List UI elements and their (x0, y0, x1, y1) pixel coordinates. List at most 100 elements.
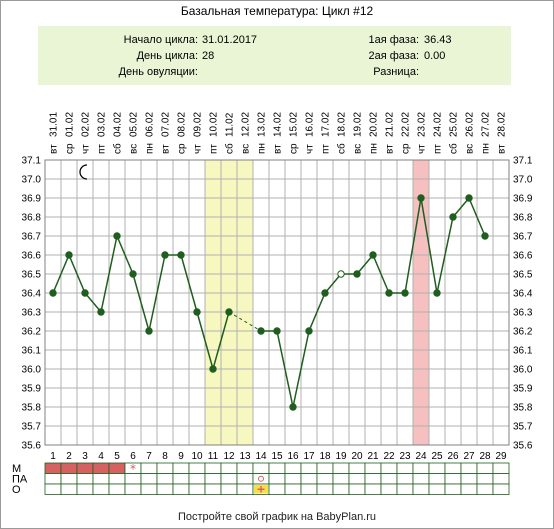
calendar-cell (92, 483, 110, 495)
phase2-value: 0.00 (424, 50, 446, 62)
day-number-label: 15 (271, 451, 283, 462)
weekday-label: вт (497, 144, 508, 154)
cycle-day-label: День цикла: (136, 50, 198, 62)
calendar-cell (268, 473, 286, 485)
calendar-cell (460, 473, 478, 485)
day-number-label: 17 (303, 451, 315, 462)
calendar-cell (476, 483, 494, 495)
day-number-label: 13 (239, 451, 251, 462)
y-tick-label-right: 36.6 (513, 251, 533, 262)
calendar-cell (108, 483, 126, 495)
calendar-cell (396, 483, 414, 495)
date-label: 04.02 (113, 112, 124, 137)
calendar-cell (412, 483, 430, 495)
date-label: 07.02 (161, 112, 172, 137)
weekday-label: сб (224, 143, 236, 154)
ovulation-day-label: День овуляции: (118, 66, 198, 78)
date-label: 19.02 (353, 112, 364, 137)
cycle-start-value: 31.01.2017 (202, 34, 258, 46)
weekday-label: ср (289, 143, 300, 154)
calendar-cell (252, 462, 270, 474)
phase1-value: 36.43 (424, 34, 452, 46)
date-label: 21.02 (385, 112, 396, 137)
day-number-label: 1 (50, 451, 56, 462)
weekday-label: пн (481, 143, 492, 154)
y-tick-label-left: 37.0 (22, 175, 42, 186)
plot-border (44, 159, 510, 446)
day-number-label: 25 (431, 451, 443, 462)
calendar-cell (204, 473, 222, 485)
calendar-cell (172, 462, 190, 474)
y-tick-label-right: 37.1 (513, 156, 533, 167)
weekday-label: пт (209, 144, 220, 154)
calendar-cell (60, 462, 78, 474)
calendar-cell (76, 462, 94, 474)
calendar-cell (60, 483, 78, 495)
calendar-cell (124, 483, 142, 495)
calendar-cell (204, 462, 222, 474)
y-tick-label-left: 35.7 (22, 422, 42, 433)
difference-label: Разница: (373, 66, 419, 78)
day-number-label: 9 (178, 451, 184, 462)
y-tick-label-right: 36.4 (513, 289, 533, 300)
date-label: 13.02 (257, 112, 268, 137)
calendar-cell (268, 462, 286, 474)
cycle-day-value: 28 (202, 50, 215, 62)
y-tick-label-left: 36.6 (22, 251, 42, 262)
day-number-label: 3 (82, 451, 88, 462)
temperature-point (145, 327, 153, 335)
calendar-cell (156, 462, 174, 474)
y-tick-label-left: 35.6 (22, 441, 42, 452)
calendar-cell (220, 483, 238, 495)
y-tick-label-right: 36.5 (513, 270, 533, 281)
calendar-cell (492, 462, 510, 474)
weekday-label: пт (321, 144, 332, 154)
highlight-day-band (413, 160, 429, 445)
temperature-point (369, 251, 377, 259)
temperature-point (401, 289, 409, 297)
weekday-label: чт (81, 144, 92, 154)
weekday-label: пн (369, 143, 380, 154)
date-label: 18.02 (337, 112, 348, 137)
calendar-cell (316, 462, 334, 474)
weekday-label: пн (145, 143, 156, 154)
day-number-label: 22 (383, 451, 395, 462)
y-tick-label-left: 36.9 (22, 194, 42, 205)
date-label: 15.02 (289, 112, 300, 137)
y-tick-label-right: 35.9 (513, 384, 533, 395)
temperature-point (209, 365, 217, 373)
y-tick-label-left: 36.7 (22, 232, 42, 243)
date-label: 28.02 (497, 112, 508, 137)
calendar-cell (76, 483, 94, 495)
y-tick-label-left: 36.8 (22, 213, 42, 224)
weekday-label: ср (401, 143, 412, 154)
day-number-label: 21 (367, 451, 379, 462)
calendar-cell (172, 473, 190, 485)
calendar-cell (236, 483, 254, 495)
y-tick-label-right: 36.2 (513, 327, 533, 338)
temperature-point (449, 213, 457, 221)
calendar-cell (364, 483, 382, 495)
calendar-cell (460, 462, 478, 474)
temperature-point (81, 289, 89, 297)
calendar-cell (380, 473, 398, 485)
date-label: 02.02 (81, 112, 92, 137)
weekday-label: вт (273, 144, 284, 154)
temperature-point (65, 251, 73, 259)
calendar-cell (44, 462, 62, 474)
ovulation-window-band (237, 160, 253, 445)
weekday-label: ср (65, 143, 76, 154)
calendar-cell (364, 473, 382, 485)
date-label: 26.02 (465, 112, 476, 137)
calendar-cell (348, 473, 366, 485)
calendar-cell (172, 483, 190, 495)
phase2-label: 2ая фаза: (368, 50, 419, 62)
temperature-point (465, 194, 473, 202)
weekday-label: чт (193, 144, 204, 154)
temperature-point (289, 403, 297, 411)
calendar-cell (428, 462, 446, 474)
y-tick-label-left: 36.4 (22, 289, 42, 300)
y-tick-label-right: 36.9 (513, 194, 533, 205)
date-label: 20.02 (369, 112, 380, 137)
y-tick-label-right: 35.8 (513, 403, 533, 414)
